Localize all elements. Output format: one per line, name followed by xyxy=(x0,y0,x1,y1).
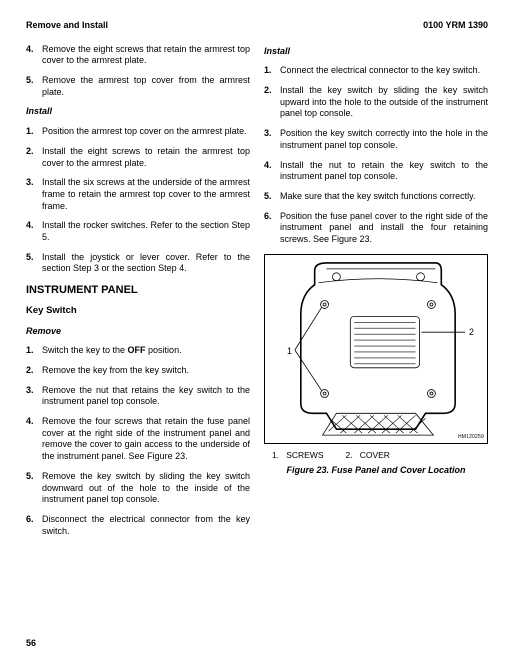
page-number: 56 xyxy=(26,638,36,650)
step-item: Install the eight screws to retain the a… xyxy=(26,146,250,169)
header-left: Remove and Install xyxy=(26,20,108,32)
step-item: Install the nut to retain the key switch… xyxy=(264,160,488,183)
step-item: Install the six screws at the underside … xyxy=(26,177,250,212)
step-item: Remove the four screws that retain the f… xyxy=(26,416,250,463)
legend-item-1: 1. SCREWS xyxy=(272,450,324,461)
text-pre: Switch the key to the xyxy=(42,345,128,355)
text-bold: OFF xyxy=(128,345,146,355)
step-item: Remove the nut that retains the key swit… xyxy=(26,385,250,408)
step-item: Remove the key switch by sliding the key… xyxy=(26,471,250,506)
armrest-install-steps: Position the armrest top cover on the ar… xyxy=(26,126,250,275)
callout-2: 2 xyxy=(469,327,474,337)
step-item: Install the joystick or lever cover. Ref… xyxy=(26,252,250,275)
step-item: Connect the electrical connector to the … xyxy=(264,65,488,77)
keyswitch-remove-steps: Switch the key to the OFF position. Remo… xyxy=(26,345,250,537)
install-heading-b: Install xyxy=(264,46,488,58)
step-item: Remove the eight screws that retain the … xyxy=(26,44,250,67)
keyswitch-install-steps: Connect the electrical connector to the … xyxy=(264,65,488,245)
step-item: Position the fuse panel cover to the rig… xyxy=(264,211,488,246)
screw-icon xyxy=(321,300,329,308)
screw-icon xyxy=(321,389,329,397)
step-item: Install the rocker switches. Refer to th… xyxy=(26,220,250,243)
screw-icon xyxy=(427,389,435,397)
instrument-panel-heading: INSTRUMENT PANEL xyxy=(26,283,250,297)
remove-heading: Remove xyxy=(26,326,250,338)
header-right: 0100 YRM 1390 xyxy=(423,20,488,32)
key-switch-heading: Key Switch xyxy=(26,305,250,317)
callout-1: 1 xyxy=(287,346,292,356)
legend-item-2: 2. COVER xyxy=(346,450,390,461)
step-item: Position the armrest top cover on the ar… xyxy=(26,126,250,138)
step-item: Remove the armrest top cover from the ar… xyxy=(26,75,250,98)
step-item: Remove the key from the key switch. xyxy=(26,365,250,377)
armrest-remove-cont-steps: Remove the eight screws that retain the … xyxy=(26,44,250,99)
right-column: Install Connect the electrical connector… xyxy=(264,44,488,546)
step-item: Position the key switch correctly into t… xyxy=(264,128,488,151)
figure-caption: Figure 23. Fuse Panel and Cover Location xyxy=(264,465,488,477)
fuse-panel-diagram: 1 2 xyxy=(265,255,487,443)
legend-label: SCREWS xyxy=(286,450,323,460)
figure-23: 1 2 HM120259 1. SCREWS 2. COVER Fi xyxy=(264,254,488,477)
step-item: Install the key switch by sliding the ke… xyxy=(264,85,488,120)
figure-box: 1 2 HM120259 xyxy=(264,254,488,444)
step-item: Switch the key to the OFF position. xyxy=(26,345,250,357)
legend-num: 2. xyxy=(346,450,353,460)
text-post: position. xyxy=(146,345,182,355)
install-heading-a: Install xyxy=(26,106,250,118)
page-header: Remove and Install 0100 YRM 1390 xyxy=(26,20,488,32)
screw-icon xyxy=(427,300,435,308)
step-item: Make sure that the key switch functions … xyxy=(264,191,488,203)
legend-num: 1. xyxy=(272,450,279,460)
figure-legend: 1. SCREWS 2. COVER xyxy=(272,450,488,461)
manual-page: Remove and Install 0100 YRM 1390 Remove … xyxy=(0,0,510,660)
left-column: Remove the eight screws that retain the … xyxy=(26,44,250,546)
step-item: Disconnect the electrical connector from… xyxy=(26,514,250,537)
figure-id: HM120259 xyxy=(458,434,484,441)
legend-label: COVER xyxy=(360,450,390,460)
two-column-layout: Remove the eight screws that retain the … xyxy=(26,44,488,546)
